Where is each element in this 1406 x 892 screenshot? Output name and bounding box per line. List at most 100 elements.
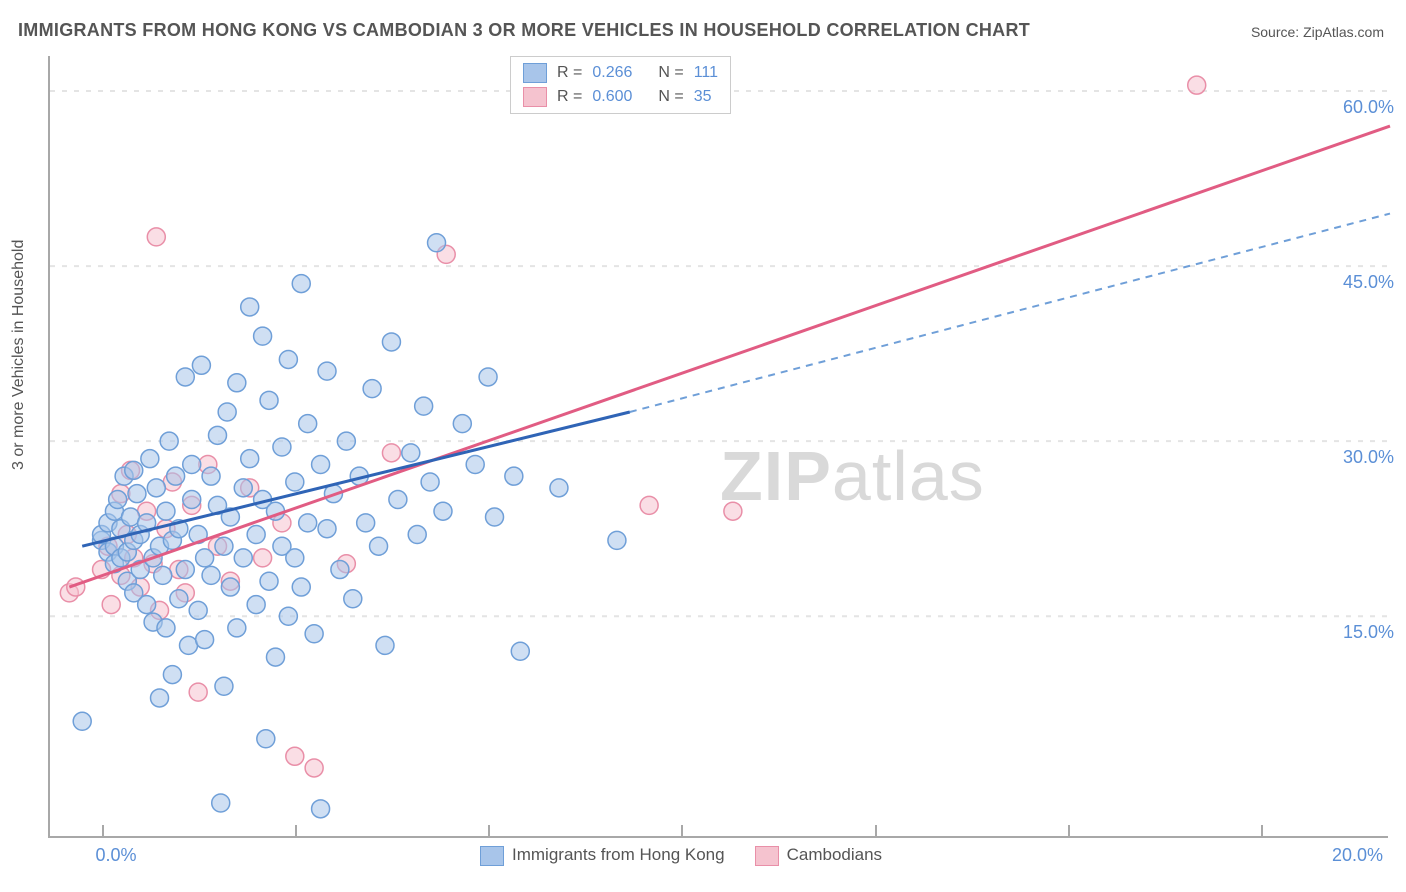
scatter-point [318,520,336,538]
scatter-point [421,473,439,491]
legend-series-item: Immigrants from Hong Kong [480,845,725,866]
scatter-point [196,549,214,567]
scatter-point [273,438,291,456]
scatter-point [183,456,201,474]
scatter-point [209,426,227,444]
scatter-point [167,467,185,485]
scatter-point [279,607,297,625]
scatter-point [218,403,236,421]
scatter-point [286,747,304,765]
scatter-point [292,578,310,596]
y-tick-label: 15.0% [1324,622,1394,643]
scatter-point [128,485,146,503]
scatter-point [109,491,127,509]
scatter-point [415,397,433,415]
scatter-point [241,450,259,468]
scatter-point [466,456,484,474]
scatter-point [382,444,400,462]
x-tick-label: 20.0% [1332,845,1383,866]
scatter-point [176,368,194,386]
scatter-point [234,549,252,567]
scatter-point [189,683,207,701]
scatter-point [376,636,394,654]
y-tick-label: 30.0% [1324,447,1394,468]
scatter-point [408,526,426,544]
scatter-point [147,479,165,497]
scatter-point [170,590,188,608]
scatter-point [331,561,349,579]
scatter-point [154,566,172,584]
scatter-point [505,467,523,485]
scatter-point [157,619,175,637]
x-tick-mark [1261,825,1263,837]
scatter-point [292,275,310,293]
scatter-point [434,502,452,520]
scatter-point [228,619,246,637]
scatter-point [189,601,207,619]
scatter-point [212,794,230,812]
scatter-point [176,561,194,579]
y-tick-label: 45.0% [1324,272,1394,293]
scatter-point [370,537,388,555]
scatter-point [363,380,381,398]
legend-r-label: R = [557,64,582,82]
scatter-point [160,432,178,450]
legend-r-label: R = [557,88,582,106]
scatter-point [279,350,297,368]
legend-correlation: R =0.266N =111R =0.600N =35 [510,56,731,114]
scatter-point [344,590,362,608]
scatter-point [608,531,626,549]
scatter-point [486,508,504,526]
scatter-point [357,514,375,532]
scatter-point [196,631,214,649]
scatter-point [247,526,265,544]
y-axis-label: 3 or more Vehicles in Household [10,240,28,470]
scatter-point [202,566,220,584]
scatter-point [138,596,156,614]
legend-series-label: Immigrants from Hong Kong [512,845,725,864]
scatter-point [1188,76,1206,94]
scatter-point [215,537,233,555]
legend-correlation-row: R =0.600N =35 [523,85,718,109]
legend-swatch [523,63,547,83]
scatter-point [299,415,317,433]
scatter-point [382,333,400,351]
scatter-point [73,712,91,730]
scatter-point [640,496,658,514]
scatter-point [312,456,330,474]
source-attribution: Source: ZipAtlas.com [1251,24,1384,40]
x-tick-mark [488,825,490,837]
chart-title: IMMIGRANTS FROM HONG KONG VS CAMBODIAN 3… [18,20,1030,41]
scatter-point [305,759,323,777]
scatter-point [257,730,275,748]
legend-n-value: 111 [694,64,718,82]
legend-swatch [523,87,547,107]
scatter-point [247,596,265,614]
scatter-point [286,473,304,491]
scatter-point [163,666,181,684]
scatter-point [724,502,742,520]
scatter-point [299,514,317,532]
scatter-point [228,374,246,392]
scatter-point [202,467,220,485]
legend-swatch [755,846,779,866]
scatter-point [318,362,336,380]
legend-n-label: N = [658,88,683,106]
legend-series: Immigrants from Hong Kong Cambodians [480,845,882,866]
scatter-point [453,415,471,433]
x-tick-mark [295,825,297,837]
scatter-point [260,572,278,590]
scatter-point [305,625,323,643]
regression-line [630,214,1390,412]
x-tick-mark [681,825,683,837]
legend-series-item: Cambodians [755,845,882,866]
scatter-point [122,508,140,526]
scatter-point [125,461,143,479]
y-tick-label: 60.0% [1324,97,1394,118]
scatter-point [266,648,284,666]
scatter-point [215,677,233,695]
scatter-point [241,298,259,316]
scatter-point [180,636,198,654]
legend-r-value: 0.600 [592,88,648,106]
scatter-point [402,444,420,462]
